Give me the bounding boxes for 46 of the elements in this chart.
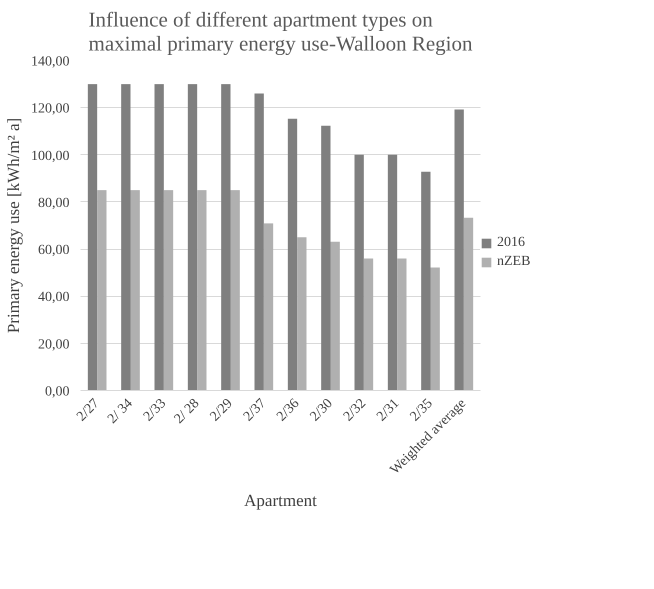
- x-tick-label: 2/ 34: [105, 396, 136, 427]
- x-axis-title: Apartment: [244, 491, 318, 510]
- x-tick-label: 2/29: [208, 396, 236, 424]
- bar: [197, 190, 206, 390]
- bar: [321, 126, 330, 390]
- y-tick-label: 140,00: [31, 54, 70, 70]
- bar: [188, 84, 198, 390]
- bar: [230, 190, 240, 390]
- legend-label: 2016: [497, 235, 525, 251]
- bar: [297, 237, 306, 390]
- bar: [397, 258, 406, 390]
- chart-title: Influence of different apartment types on maximal primary energy use-Walloon Region: [88, 8, 473, 56]
- x-tick-label: 2/33: [140, 396, 170, 424]
- y-tick-label: 120,00: [31, 102, 70, 117]
- bar: [364, 258, 374, 390]
- y-tick-label: 0,00: [45, 384, 70, 400]
- bar: [164, 190, 174, 390]
- x-tick-label: 2/30: [308, 396, 336, 424]
- bar: [130, 190, 140, 390]
- bar: [454, 110, 464, 390]
- y-tick-label: 100,00: [31, 148, 70, 164]
- bar: [97, 190, 106, 390]
- bar: [430, 267, 440, 390]
- y-axis-title: Primary energy use [kWh/m² a]: [4, 118, 23, 334]
- bar: [254, 94, 264, 390]
- y-tick-label: 20,00: [38, 337, 70, 352]
- bar: [264, 223, 274, 390]
- bar: [288, 118, 298, 390]
- bar: [330, 242, 340, 390]
- legend-label: nZEB: [497, 254, 530, 270]
- bar: [154, 84, 164, 390]
- x-tick-label: 2/31: [374, 396, 402, 424]
- x-tick-label: 2/36: [274, 396, 302, 424]
- bar: [88, 84, 98, 390]
- x-tick-label: 2/ 28: [172, 396, 202, 427]
- bar: [388, 154, 398, 390]
- bar: [464, 218, 474, 390]
- x-tick-label: 2/35: [408, 396, 436, 424]
- bar: [121, 84, 130, 390]
- bar: [421, 172, 430, 390]
- y-tick-label: 80,00: [38, 196, 70, 211]
- y-tick-label: 40,00: [38, 290, 70, 306]
- bar: [221, 84, 230, 390]
- x-tick-label: 2/32: [340, 396, 370, 424]
- y-tick-label: 60,00: [38, 243, 70, 258]
- bar: [354, 154, 364, 390]
